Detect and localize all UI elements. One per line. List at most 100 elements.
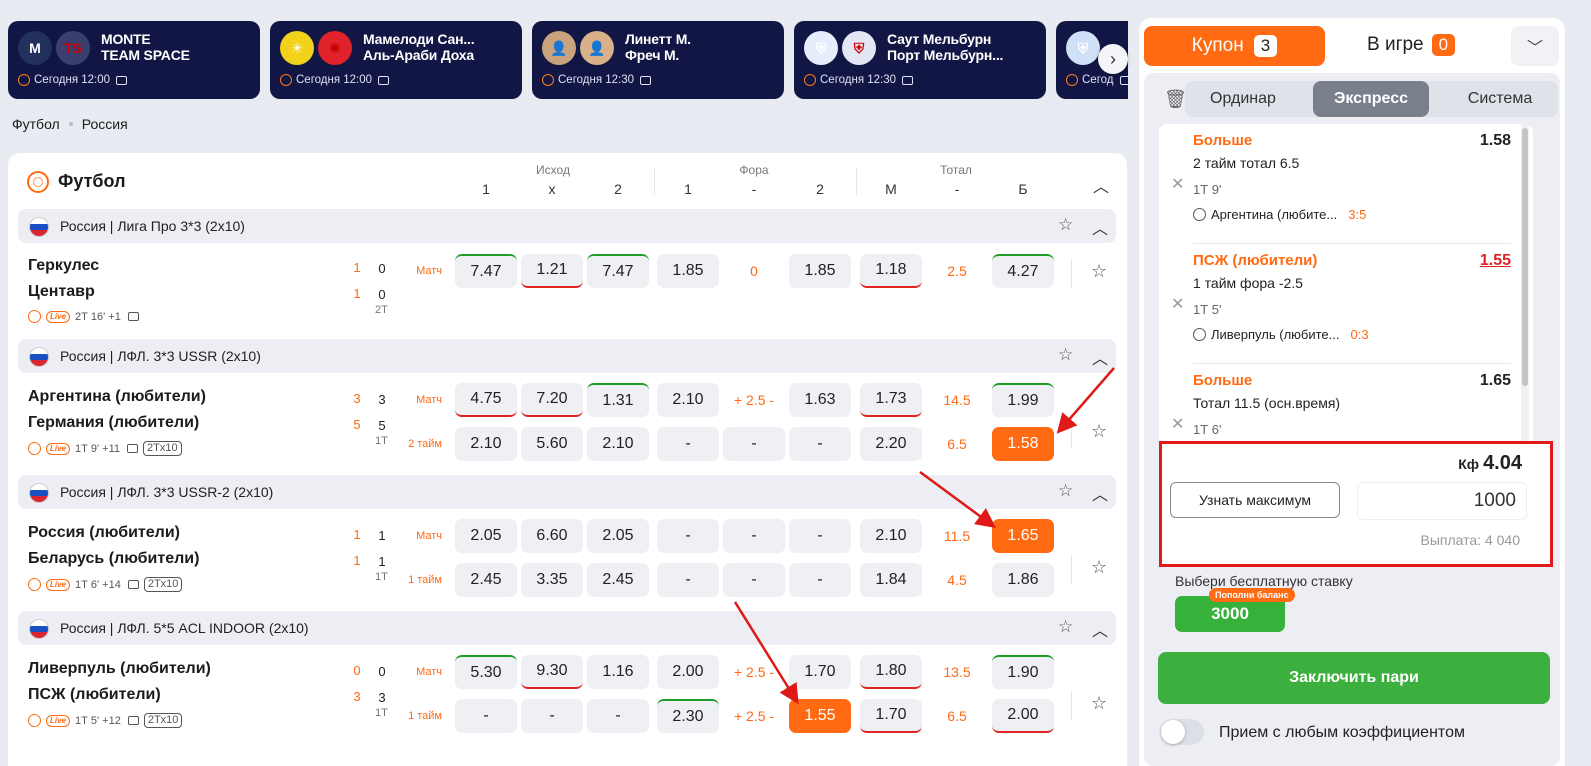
odds-button[interactable]: 2.20 <box>860 427 922 461</box>
odds-button[interactable]: 3.35 <box>521 563 583 597</box>
chevron-up-icon[interactable]: ︿ <box>1092 623 1109 640</box>
match-card[interactable]: ⛨ ⛨ Саут Мельбурн Порт Мельбурн... Сегодня 1… <box>794 21 1046 99</box>
star-icon[interactable]: ☆ <box>1058 345 1074 364</box>
odds-button[interactable]: 1.85 <box>789 254 851 288</box>
team1-name[interactable]: Россия (любители) <box>28 524 180 541</box>
odds-button[interactable]: - <box>521 699 583 733</box>
odds-button[interactable]: - <box>789 519 851 553</box>
odds-button[interactable]: 2.45 <box>587 563 649 597</box>
find-max-button[interactable]: Узнать максимум <box>1170 482 1340 518</box>
chevron-up-icon[interactable]: ︿ <box>1092 221 1109 238</box>
team1-name[interactable]: Аргентина (любители) <box>28 388 206 405</box>
odds-button[interactable]: - <box>723 519 785 553</box>
odds-button[interactable]: 6.60 <box>521 519 583 553</box>
tab-coupon[interactable]: Купон 3 <box>1144 26 1325 66</box>
star-icon[interactable]: ☆ <box>1091 261 1108 281</box>
odds-button[interactable]: 1.90 <box>992 655 1054 689</box>
close-icon[interactable]: ✕ <box>1171 296 1185 313</box>
bet-type-express[interactable]: Экспресс <box>1313 81 1429 117</box>
trash-icon[interactable]: 🗑 <box>1164 89 1187 109</box>
odds-button[interactable]: 7.47 <box>455 254 517 288</box>
star-icon[interactable]: ☆ <box>1091 693 1108 713</box>
odds-button[interactable]: 2.00 <box>992 699 1054 733</box>
tab-in-game[interactable]: В игре 0 <box>1367 34 1456 56</box>
odds-button[interactable]: 2.10 <box>455 427 517 461</box>
odds-button[interactable]: 7.47 <box>587 254 649 288</box>
odds-button[interactable]: 1.85 <box>657 254 719 288</box>
star-icon[interactable]: ☆ <box>1091 557 1108 577</box>
odds-button[interactable]: - <box>657 427 719 461</box>
odds-button[interactable]: 1.65 <box>992 519 1054 553</box>
chevron-down-icon[interactable]: ﹀ <box>1511 26 1559 66</box>
odds-button[interactable]: 1.58 <box>992 427 1054 461</box>
chevron-up-icon[interactable]: ︿ <box>1092 487 1109 504</box>
odds-button[interactable]: - <box>455 699 517 733</box>
odds-button[interactable]: 2.05 <box>587 519 649 553</box>
team1-name[interactable]: Ливерпуль (любители) <box>28 660 211 677</box>
odds-button[interactable]: 1.84 <box>860 563 922 597</box>
league-header[interactable]: Россия | Лига Про 3*3 (2x10) ☆ ︿ <box>18 209 1116 243</box>
match-card[interactable]: 👤 👤 Линетт М. Фреч М. Сегодня 12:30 <box>532 21 784 99</box>
odds-button[interactable]: 2.45 <box>455 563 517 597</box>
odds-button[interactable]: - <box>657 519 719 553</box>
odds-button[interactable]: 1.21 <box>521 254 583 288</box>
odds-button[interactable]: 1.73 <box>860 383 922 417</box>
odds-button[interactable]: 1.70 <box>860 699 922 733</box>
odds-button[interactable]: 2.05 <box>455 519 517 553</box>
odds-button[interactable]: - <box>587 699 649 733</box>
league-header[interactable]: Россия | ЛФЛ. 5*5 ACL INDOOR (2x10) ☆ ︿ <box>18 611 1116 645</box>
team2-name[interactable]: Германия (любители) <box>28 414 200 431</box>
odds-button[interactable]: - <box>789 427 851 461</box>
odds-button[interactable]: 2.10 <box>860 519 922 553</box>
bet-type-single[interactable]: Ординар <box>1210 90 1276 107</box>
star-icon[interactable]: ☆ <box>1091 421 1108 441</box>
any-odds-toggle[interactable] <box>1160 719 1204 745</box>
chevron-right-icon[interactable]: › <box>1098 44 1128 74</box>
star-icon[interactable]: ☆ <box>1058 481 1074 500</box>
odds-button[interactable]: 9.30 <box>521 655 583 689</box>
odds-button[interactable]: 1.99 <box>992 383 1054 417</box>
breadcrumb-item-football[interactable]: Футбол <box>12 116 60 132</box>
team1-name[interactable]: Геркулес <box>28 257 100 274</box>
match-card[interactable]: M TS MONTE TEAM SPACE Сегодня 12:00 <box>8 21 260 99</box>
odds-button[interactable]: 2.10 <box>657 383 719 417</box>
close-icon[interactable]: ✕ <box>1171 176 1185 193</box>
stake-input[interactable] <box>1357 482 1527 520</box>
odds-button[interactable]: 1.63 <box>789 383 851 417</box>
odds-button[interactable]: - <box>657 563 719 597</box>
scrollbar-thumb[interactable] <box>1522 128 1528 386</box>
odds-button[interactable]: 1.86 <box>992 563 1054 597</box>
odds-button[interactable]: 7.20 <box>521 383 583 417</box>
odds-button[interactable]: - <box>723 427 785 461</box>
free-bet-button[interactable]: 3000 <box>1175 596 1285 632</box>
odds-button[interactable]: 4.75 <box>455 383 517 417</box>
odds-button[interactable]: 1.31 <box>587 383 649 417</box>
odds-button[interactable]: 5.30 <box>455 655 517 689</box>
star-icon[interactable]: ☆ <box>1058 215 1074 234</box>
team2-name[interactable]: Беларусь (любители) <box>28 550 200 567</box>
odds-button[interactable]: - <box>789 563 851 597</box>
odds-button[interactable]: - <box>723 563 785 597</box>
odds-button[interactable]: 1.18 <box>860 254 922 288</box>
odds-button[interactable]: 4.27 <box>992 254 1054 288</box>
odds-button[interactable]: 1.70 <box>789 655 851 689</box>
chevron-up-icon[interactable]: ︿ <box>1093 179 1110 196</box>
top-up-badge[interactable]: Пополни баланс <box>1209 588 1295 602</box>
team2-name[interactable]: Центавр <box>28 283 95 300</box>
match-card[interactable]: ☀ ✺ Мамелоди Сан... Аль-Араби Доха Сегодня 1… <box>270 21 522 99</box>
odds-button[interactable]: 5.60 <box>521 427 583 461</box>
place-bet-button[interactable]: Заключить пари <box>1158 652 1550 704</box>
bet-type-system[interactable]: Система <box>1467 90 1533 107</box>
star-icon[interactable]: ☆ <box>1058 617 1074 636</box>
team2-name[interactable]: ПСЖ (любители) <box>28 686 161 703</box>
odds-button[interactable]: 2.00 <box>657 655 719 689</box>
chevron-up-icon[interactable]: ︿ <box>1092 351 1109 368</box>
odds-button[interactable]: 1.55 <box>789 699 851 733</box>
scrollbar[interactable] <box>1521 124 1529 441</box>
odds-button[interactable]: 2.30 <box>657 699 719 733</box>
odds-button[interactable]: 2.10 <box>587 427 649 461</box>
league-header[interactable]: Россия | ЛФЛ. 3*3 USSR (2x10) ☆ ︿ <box>18 339 1116 373</box>
breadcrumb-item-russia[interactable]: Россия <box>81 116 128 132</box>
odds-button[interactable]: 1.16 <box>587 655 649 689</box>
odds-button[interactable]: 1.80 <box>860 655 922 689</box>
